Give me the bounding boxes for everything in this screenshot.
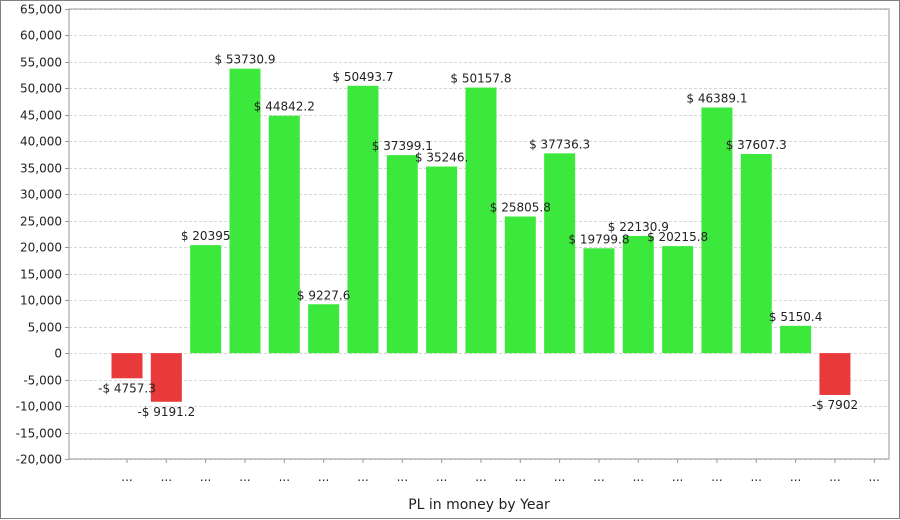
y-tick-label: -5,000	[23, 374, 62, 388]
x-tick-label: ...	[475, 470, 486, 484]
data-label: $ 37607.3	[726, 138, 787, 152]
y-tick-label: 45,000	[20, 109, 62, 123]
data-label: -$ 4757.3	[98, 381, 156, 395]
x-tick-label: ...	[593, 470, 604, 484]
x-tick-label: ...	[829, 470, 840, 484]
y-tick-label: 5,000	[28, 321, 62, 335]
y-tick-label: 15,000	[20, 268, 62, 282]
data-label: $ 20215.8	[647, 230, 708, 244]
y-tick-label: 35,000	[20, 162, 62, 176]
x-tick-label: ...	[672, 470, 683, 484]
data-label: $ 50493.7	[332, 70, 393, 84]
data-label: $ 19799.8	[568, 232, 629, 246]
data-label: $ 35246.	[415, 151, 468, 165]
data-label: -$ 7902	[812, 398, 858, 412]
data-label: $ 37399.1	[372, 139, 433, 153]
x-tick-label: ...	[554, 470, 565, 484]
plot-area-border	[68, 8, 890, 460]
y-tick-label: 10,000	[20, 294, 62, 308]
data-label: $ 37736.3	[529, 137, 590, 151]
x-tick-label: ...	[633, 470, 644, 484]
bar	[465, 87, 497, 354]
y-tick-label: 50,000	[20, 82, 62, 96]
data-labels: -$ 4757.3 -$ 9191.2 $ 20395 $ 53730.9 $ 4484…	[98, 53, 858, 419]
data-label: $ 22130.9	[608, 220, 669, 234]
x-tick-label: ...	[869, 470, 880, 484]
x-tick-label: ...	[436, 470, 447, 484]
bar	[583, 248, 615, 354]
x-tick-label: ...	[121, 470, 132, 484]
x-tick-label: ...	[515, 470, 526, 484]
y-tick-label: 40,000	[20, 135, 62, 149]
data-label: $ 46389.1	[686, 92, 747, 106]
x-tick-label: ...	[279, 470, 290, 484]
x-tick-label: ...	[200, 470, 211, 484]
y-tick-label: -20,000	[16, 453, 62, 467]
x-tick-label: ...	[239, 470, 250, 484]
bar	[622, 235, 654, 354]
data-label: $ 53730.9	[214, 53, 275, 67]
x-tick-label: ...	[357, 470, 368, 484]
y-tick-label: 30,000	[20, 188, 62, 202]
x-tick-label: ...	[751, 470, 762, 484]
data-label: $ 20395	[181, 229, 231, 243]
bar	[308, 304, 340, 354]
x-tick-label: ...	[318, 470, 329, 484]
bar	[111, 353, 143, 379]
x-axis-ticks: ........................................…	[121, 459, 880, 484]
x-tick-label: ...	[161, 470, 172, 484]
data-label: $ 44842.2	[254, 100, 315, 114]
bar	[268, 115, 300, 354]
bar	[347, 85, 379, 354]
y-tick-label: -10,000	[16, 400, 62, 414]
data-label: $ 50157.8	[450, 72, 511, 86]
bar	[426, 166, 458, 354]
bar	[150, 353, 182, 402]
y-tick-label: -15,000	[16, 427, 62, 441]
y-tick-label: 25,000	[20, 215, 62, 229]
y-tick-label: 60,000	[20, 29, 62, 43]
bar	[386, 155, 418, 354]
data-label: $ 9227.6	[297, 288, 350, 302]
data-label: -$ 9191.2	[137, 405, 195, 419]
bar	[701, 107, 733, 354]
bar	[544, 153, 576, 354]
y-tick-label: 20,000	[20, 241, 62, 255]
bars	[111, 68, 851, 402]
bar	[662, 246, 694, 354]
x-tick-label: ...	[711, 470, 722, 484]
bar	[780, 325, 812, 354]
data-label: $ 25805.8	[490, 200, 551, 214]
bar	[740, 154, 772, 354]
y-tick-label: 55,000	[20, 56, 62, 70]
bar	[229, 68, 261, 354]
bar	[190, 245, 222, 354]
bar	[819, 353, 851, 395]
y-tick-label: 65,000	[20, 3, 62, 17]
y-axis-ticks: 65,000 60,000 55,000 50,000 45,000 40,000 35,0…	[16, 3, 69, 467]
x-tick-label: ...	[790, 470, 801, 484]
y-tick-label: 0	[54, 347, 62, 361]
x-tick-label: ...	[397, 470, 408, 484]
x-axis-title: PL in money by Year	[408, 497, 550, 513]
data-label: $ 5150.4	[769, 310, 822, 324]
bar	[504, 216, 536, 354]
